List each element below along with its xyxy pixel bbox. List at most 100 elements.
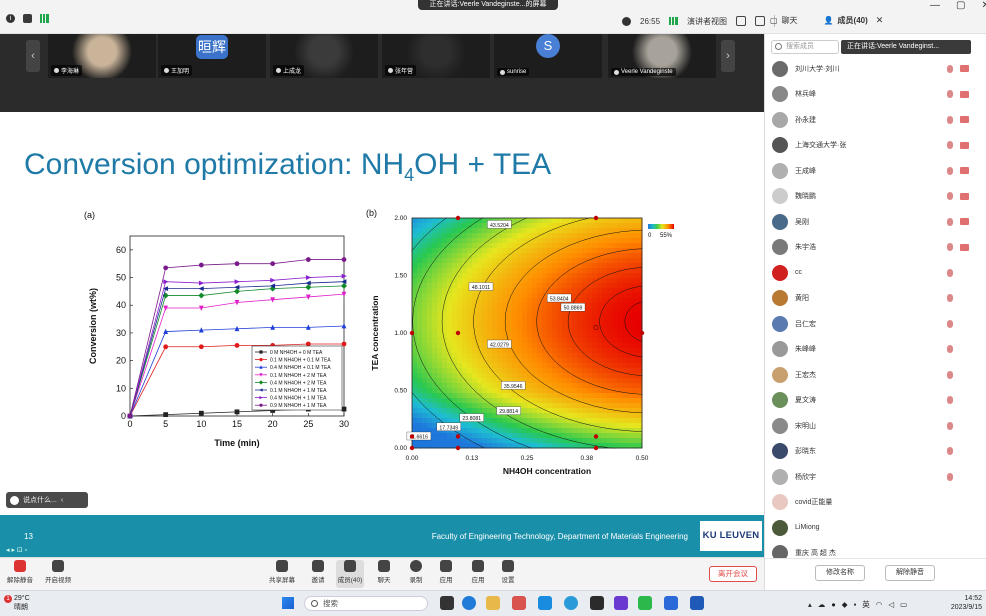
mic-muted-icon[interactable]: [947, 141, 953, 150]
input-method[interactable]: 英: [862, 600, 870, 609]
app-icon[interactable]: [512, 596, 526, 610]
close-window-icon[interactable]: ✕: [981, 0, 986, 11]
video-off-icon[interactable]: [960, 90, 969, 98]
video-off-icon[interactable]: [960, 192, 969, 200]
mic-muted-icon[interactable]: [947, 166, 953, 175]
video-off-icon[interactable]: [960, 243, 969, 251]
mic-muted-icon[interactable]: [947, 90, 953, 99]
invite-button[interactable]: 邀请: [304, 560, 332, 584]
video-off-icon[interactable]: [960, 116, 969, 124]
fullscreen-icon[interactable]: [736, 16, 747, 26]
security-icon[interactable]: [23, 14, 32, 23]
emoji-icon[interactable]: [10, 495, 19, 505]
volume-icon[interactable]: ◁: [888, 600, 895, 609]
word-icon[interactable]: [690, 596, 704, 610]
member-row[interactable]: 朱宇浩: [765, 235, 986, 261]
maximize-icon[interactable]: ▢: [956, 0, 966, 11]
record-button[interactable]: 录制: [402, 560, 430, 584]
member-row[interactable]: 孙永建: [765, 107, 986, 133]
chat-button[interactable]: 聊天: [370, 560, 398, 584]
media-icon[interactable]: [614, 596, 628, 610]
file-explorer-icon[interactable]: [486, 596, 500, 610]
member-row[interactable]: 杨欣宇: [765, 464, 986, 490]
meeting-app-icon[interactable]: [664, 596, 678, 610]
mic-muted-button[interactable]: 解除静音: [6, 560, 34, 584]
member-search-input[interactable]: 搜索成员: [771, 40, 839, 54]
video-off-icon[interactable]: [960, 65, 969, 73]
mic-muted-icon[interactable]: [947, 447, 953, 456]
mic-muted-icon[interactable]: [947, 345, 953, 354]
tray-app-icon[interactable]: ●: [831, 600, 836, 609]
info-icon[interactable]: i: [6, 14, 15, 23]
video-tile[interactable]: Veerle Vandeginste: [608, 34, 716, 78]
members-button[interactable]: 成员(40): [336, 560, 364, 588]
member-row[interactable]: 重庆 高 超 杰: [765, 541, 986, 567]
taskbar-search[interactable]: 搜索: [304, 596, 428, 611]
mic-muted-icon[interactable]: [947, 243, 953, 252]
mic-muted-icon[interactable]: [947, 64, 953, 73]
tab-members[interactable]: 👤 成员(40) ✕: [824, 15, 884, 26]
mic-muted-icon[interactable]: [947, 294, 953, 303]
mic-muted-icon[interactable]: [947, 192, 953, 201]
member-row[interactable]: 黄阳: [765, 286, 986, 312]
member-row[interactable]: 林兵峰: [765, 82, 986, 108]
video-tile[interactable]: 晅辉 王加明: [158, 34, 266, 78]
view-mode-label[interactable]: 演讲者视图: [687, 16, 728, 26]
wechat-icon[interactable]: [638, 596, 652, 610]
system-tray[interactable]: ▴ ☁ ● ◆ ▪ 英 ◠ ◁ ▭: [808, 599, 907, 610]
member-row[interactable]: 宋明山: [765, 413, 986, 439]
reaction-bar[interactable]: 说点什么... ‹: [6, 492, 88, 508]
mute-all-button[interactable]: 解除静音: [885, 565, 935, 581]
member-row[interactable]: LiMiong: [765, 515, 986, 541]
cloud-icon[interactable]: ☁: [817, 600, 826, 609]
video-off-icon[interactable]: [960, 167, 969, 175]
video-tile[interactable]: 李海琳: [48, 34, 156, 78]
chat-hint[interactable]: 说点什么...: [23, 497, 57, 504]
mic-muted-icon[interactable]: [947, 421, 953, 430]
wifi-icon[interactable]: ◠: [875, 600, 883, 609]
video-button[interactable]: 开启视频: [44, 560, 72, 584]
slide-nav-controls[interactable]: ◂ ▸ ⊡ ▫: [6, 547, 28, 554]
member-row[interactable]: 魏晓鹏: [765, 184, 986, 210]
member-row[interactable]: 夏文涛: [765, 388, 986, 414]
member-row[interactable]: 王成峰: [765, 158, 986, 184]
task-view-icon[interactable]: [440, 596, 454, 610]
apps2-button[interactable]: 应用: [464, 560, 492, 584]
apps-button[interactable]: 应用: [432, 560, 460, 584]
tray-app2-icon[interactable]: ◆: [841, 600, 848, 609]
terminal-icon[interactable]: [590, 596, 604, 610]
member-row[interactable]: 上海交通大学·张: [765, 133, 986, 159]
tray-app3-icon[interactable]: ▪: [853, 600, 857, 609]
video-off-icon[interactable]: [960, 218, 969, 226]
mic-muted-icon[interactable]: [947, 319, 953, 328]
share-screen-button[interactable]: 共享屏幕: [268, 560, 296, 584]
weather-widget[interactable]: 1 29°C 晴朗: [4, 594, 30, 612]
collapse-icon[interactable]: ‹: [60, 496, 64, 504]
network-signal-icon[interactable]: [40, 14, 49, 23]
close-icon[interactable]: ✕: [875, 15, 884, 25]
minimize-icon[interactable]: —: [930, 0, 940, 11]
leave-meeting-button[interactable]: 离开会议: [709, 566, 757, 582]
member-row[interactable]: 彭晓东: [765, 439, 986, 465]
member-row[interactable]: covid正能量: [765, 490, 986, 516]
taskbar-clock[interactable]: 14:52 2023/9/15: [944, 594, 982, 612]
pip-icon[interactable]: [755, 16, 766, 26]
edge-icon[interactable]: [462, 596, 476, 610]
mic-muted-icon[interactable]: [947, 370, 953, 379]
member-row[interactable]: 吕仁宏: [765, 311, 986, 337]
strip-next-button[interactable]: ›: [721, 40, 735, 72]
member-row[interactable]: 刘川大学·刘川: [765, 56, 986, 82]
member-row[interactable]: cc: [765, 260, 986, 286]
mic-muted-icon[interactable]: [947, 268, 953, 277]
mic-muted-icon[interactable]: [947, 396, 953, 405]
rename-button[interactable]: 修改名称: [815, 565, 865, 581]
mic-muted-icon[interactable]: [947, 472, 953, 481]
mic-muted-icon[interactable]: [947, 115, 953, 124]
browser-icon[interactable]: [564, 596, 578, 610]
member-row[interactable]: 吴刚: [765, 209, 986, 235]
mic-muted-icon[interactable]: [947, 217, 953, 226]
member-row[interactable]: 朱峰峰: [765, 337, 986, 363]
start-icon[interactable]: [282, 597, 294, 609]
tab-chat[interactable]: ▢ 聊天: [770, 15, 798, 26]
